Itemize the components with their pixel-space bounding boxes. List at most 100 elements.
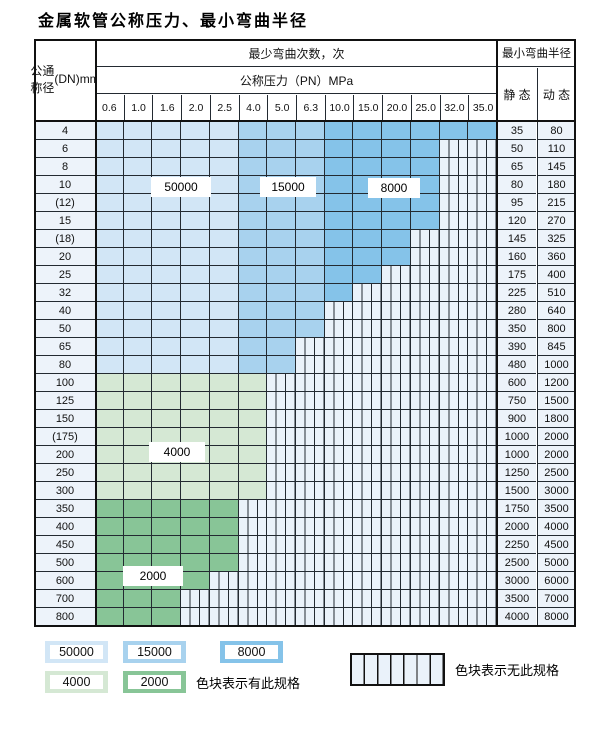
- spec-available-cell: [181, 320, 210, 338]
- no-spec-cell: [267, 554, 296, 572]
- no-spec-cell: [267, 410, 296, 428]
- spec-available-cell: [382, 158, 411, 176]
- no-spec-cell: [296, 446, 325, 464]
- spec-available-cell: [181, 572, 210, 590]
- no-spec-cell: [353, 464, 383, 482]
- no-spec-cell: [468, 248, 497, 266]
- dn-cell: 10: [35, 176, 95, 194]
- no-spec-cell: [468, 176, 497, 194]
- no-spec-cell: [439, 338, 469, 356]
- pressure-tick: 35.0: [468, 95, 497, 120]
- no-spec-cell: [468, 464, 497, 482]
- no-spec-cell: [410, 392, 440, 410]
- static-value: 1000: [498, 446, 536, 464]
- spec-available-cell: [123, 608, 153, 626]
- no-spec-cell: [382, 320, 411, 338]
- no-spec-cell: [439, 194, 469, 212]
- no-spec-cell: [382, 536, 411, 554]
- no-spec-cell: [410, 266, 440, 284]
- no-spec-cell: [209, 608, 239, 626]
- no-spec-cell: [382, 446, 411, 464]
- no-spec-cell: [468, 266, 497, 284]
- spec-available-cell: [152, 392, 182, 410]
- no-spec-cell: [382, 374, 411, 392]
- min-radius-header: 最小弯曲半径: [498, 40, 575, 67]
- spec-available-cell: [238, 212, 268, 230]
- no-spec-cell: [353, 608, 383, 626]
- dynamic-value: 215: [537, 194, 575, 212]
- no-spec-cell: [410, 518, 440, 536]
- spec-available-cell: [95, 374, 124, 392]
- no-spec-cell: [324, 356, 354, 374]
- no-spec-cell: [324, 374, 354, 392]
- dn-column-header: 公称 通径 (DN) mm: [30, 40, 100, 120]
- dn-cell: 20: [35, 248, 95, 266]
- spec-available-cell: [238, 194, 268, 212]
- spec-available-cell: [95, 590, 124, 608]
- spec-available-cell: [324, 212, 354, 230]
- no-spec-cell: [324, 572, 354, 590]
- static-value: 280: [498, 302, 536, 320]
- no-spec-cell: [468, 140, 497, 158]
- spec-available-cell: [382, 248, 411, 266]
- no-spec-cell: [353, 428, 383, 446]
- no-spec-cell: [353, 356, 383, 374]
- spec-available-cell: [296, 194, 325, 212]
- spec-available-cell: [324, 230, 354, 248]
- legend-swatch: 2000: [123, 671, 186, 693]
- dn-cell: 65: [35, 338, 95, 356]
- dn-header-line: mm: [79, 72, 100, 87]
- pressure-tick: 1.6: [152, 95, 182, 120]
- spec-available-cell: [95, 176, 124, 194]
- dynamic-value: 1000: [537, 356, 575, 374]
- legend-swatch: 8000: [220, 641, 283, 663]
- dynamic-value: 8000: [537, 608, 575, 626]
- no-spec-cell: [410, 608, 440, 626]
- spec-available-cell: [353, 248, 383, 266]
- spec-available-cell: [238, 446, 268, 464]
- no-spec-cell: [382, 464, 411, 482]
- spec-available-cell: [152, 230, 182, 248]
- no-spec-cell: [382, 266, 411, 284]
- no-spec-cell: [410, 356, 440, 374]
- spec-available-cell: [95, 392, 124, 410]
- spec-available-cell: [181, 500, 210, 518]
- zone-value-badge: 15000: [260, 177, 316, 197]
- spec-available-cell: [123, 500, 153, 518]
- spec-available-cell: [123, 302, 153, 320]
- dn-cell: 150: [35, 410, 95, 428]
- spec-available-cell: [123, 194, 153, 212]
- no-spec-cell: [382, 500, 411, 518]
- no-spec-cell: [324, 500, 354, 518]
- no-spec-cell: [353, 392, 383, 410]
- dynamic-value: 400: [537, 266, 575, 284]
- spec-available-cell: [209, 194, 239, 212]
- no-spec-cell: [439, 500, 469, 518]
- spec-available-cell: [152, 122, 182, 140]
- spec-available-cell: [181, 140, 210, 158]
- static-value: 600: [498, 374, 536, 392]
- spec-available-cell: [410, 140, 440, 158]
- spec-available-cell: [324, 284, 354, 302]
- spec-available-cell: [238, 356, 268, 374]
- static-value: 95: [498, 194, 536, 212]
- no-spec-cell: [439, 536, 469, 554]
- no-spec-cell: [439, 446, 469, 464]
- legend-unavailable-text: 色块表示无此规格: [455, 662, 560, 678]
- dynamic-value: 800: [537, 320, 575, 338]
- no-spec-cell: [439, 284, 469, 302]
- spec-available-cell: [209, 410, 239, 428]
- no-spec-cell: [267, 608, 296, 626]
- spec-available-cell: [209, 158, 239, 176]
- static-value: 900: [498, 410, 536, 428]
- spec-available-cell: [123, 482, 153, 500]
- no-spec-cell: [468, 554, 497, 572]
- spec-available-cell: [324, 194, 354, 212]
- spec-available-cell: [123, 320, 153, 338]
- spec-available-cell: [296, 248, 325, 266]
- spec-available-cell: [181, 554, 210, 572]
- no-spec-cell: [296, 572, 325, 590]
- spec-available-cell: [209, 320, 239, 338]
- spec-available-cell: [152, 536, 182, 554]
- dn-header-line: 通径: [42, 63, 55, 95]
